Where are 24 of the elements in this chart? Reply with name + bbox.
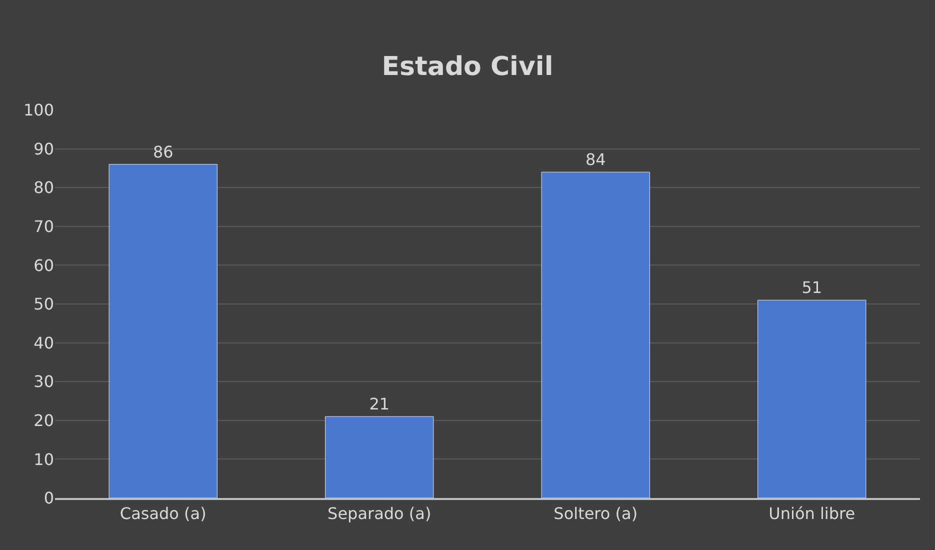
x-tick-label: Casado (a) [120,504,206,523]
y-tick-label: 70 [34,217,54,236]
y-tick-label: 40 [34,333,54,352]
y-tick-label: 90 [34,139,54,158]
data-label: 84 [585,150,606,170]
x-tick-label: Unión libre [768,504,856,523]
y-tick-label: 100 [23,100,54,120]
bar [758,300,866,498]
y-tick-label: 30 [34,372,54,392]
x-tick-label: Soltero (a) [554,504,638,523]
y-tick-label: 0 [44,488,54,508]
bar [108,164,218,498]
y-tick-label: 20 [34,411,54,430]
chart-title: Estado Civil [382,52,554,82]
bar [325,416,434,498]
x-tick-label: Separado (a) [328,504,432,523]
y-tick-label: 60 [34,256,54,275]
y-tick-label: 50 [34,294,54,314]
data-label: 21 [369,394,390,414]
data-label: 86 [152,142,174,162]
y-tick-label: 10 [34,450,54,469]
y-tick-label: 80 [34,178,54,198]
data-label: 51 [802,278,822,298]
bar [541,172,650,498]
